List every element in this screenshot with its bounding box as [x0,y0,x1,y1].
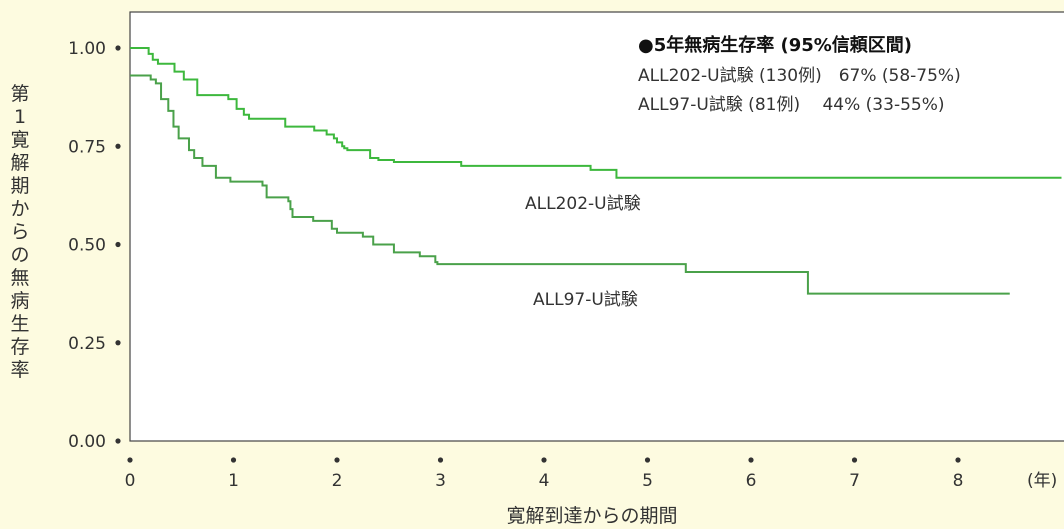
legend: ●5年無病生存率 (95%信頼区間) ALL202-U試験 (130例) 67%… [638,34,961,115]
legend-entry-all202: ALL202-U試験 (130例) 67% (58-75%) [638,66,961,86]
legend-title: ●5年無病生存率 (95%信頼区間) [638,34,912,56]
series-label-all202: ALL202-U試験 [525,194,641,214]
legend-entry-all97: ALL97-U試験 (81例) 44% (33-55%) [638,95,945,115]
x-axis-title: 寛解到達からの期間 [506,505,677,527]
y-tick-dot [115,45,121,51]
x-tick-label: 6 [746,471,757,491]
x-tick-dot [127,457,133,463]
x-tick-label: 8 [953,471,964,491]
x-tick-label: 4 [539,471,550,491]
y-tick-label: 0.50 [68,236,106,256]
series-lines [130,47,1062,295]
x-tick-dot [541,457,547,463]
y-tick-label: 0.75 [68,137,106,157]
series-line-all202 [130,47,1062,179]
series-line-all97 [130,74,1010,295]
y-tick-label: 0.00 [68,432,106,452]
y-tick-dot [115,143,121,149]
y-tick-label: 1.00 [68,39,106,59]
x-tick-dot [437,457,444,463]
x-tick-label: 7 [849,471,860,491]
y-axis-title: 第 1 寛解期からの無病生存率 [10,83,29,381]
x-tick-label: 3 [435,471,446,491]
x-tick-dot [230,457,237,463]
x-tick-dot [748,457,754,463]
series-label-all97: ALL97-U試験 [533,290,638,310]
y-axis: 0.00 0.25 0.50 0.75 1.00 [68,39,121,452]
x-tick-label: 0 [125,471,136,491]
x-tick-label: 5 [642,471,653,491]
y-tick-dot [115,241,121,248]
x-tick-label: 2 [332,471,343,491]
x-tick-label: 1 [228,471,239,491]
y-tick-dot [115,340,121,346]
x-tick-dot [644,457,651,463]
y-tick-label: 0.25 [68,334,106,354]
plot-area [129,11,1064,442]
x-axis: 0 1 2 3 4 5 6 7 8 [125,457,964,491]
x-tick-dot [955,457,961,463]
x-axis-unit: (年) [1027,471,1057,491]
y-tick-dot [115,438,121,444]
x-tick-dot [334,457,340,463]
x-tick-dot [851,457,858,463]
